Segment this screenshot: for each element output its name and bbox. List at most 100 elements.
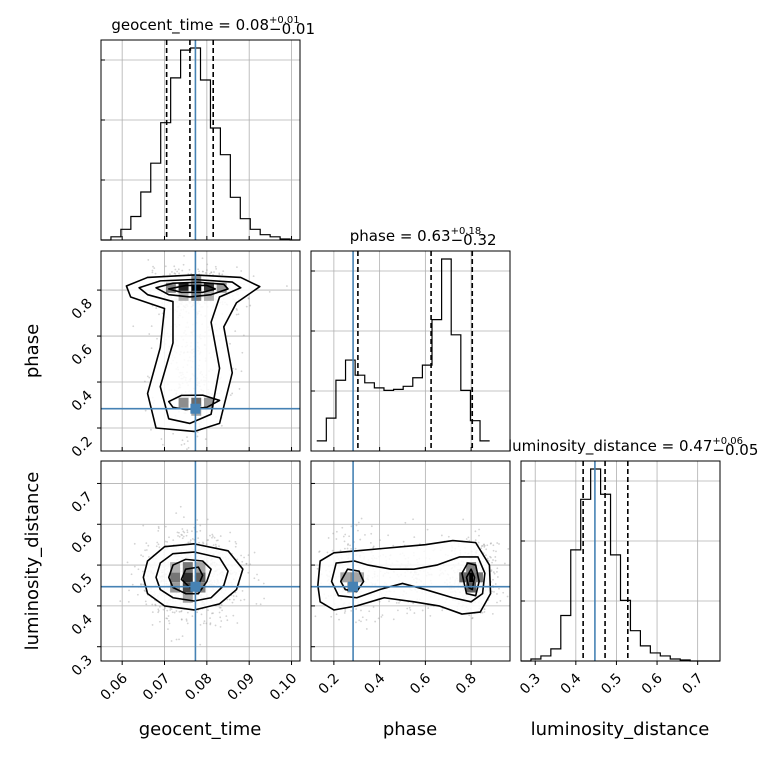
sample-point (203, 620, 206, 623)
sample-point (202, 542, 205, 545)
sample-point (499, 600, 502, 602)
sample-point (462, 518, 465, 521)
sample-point (347, 543, 349, 545)
sample-point (221, 469, 223, 471)
sample-point (506, 595, 509, 598)
panel-title-geocent_time: geocent_time = 0.08+0.01 (111, 15, 299, 35)
sample-point (189, 539, 192, 542)
sample-point (347, 544, 349, 546)
density-bin (182, 582, 193, 593)
sample-point (164, 525, 167, 528)
sample-point (349, 544, 351, 547)
sample-point (364, 534, 366, 536)
sample-point (151, 603, 154, 606)
sample-point (174, 272, 177, 275)
sample-point (491, 590, 493, 593)
sample-point (465, 538, 468, 540)
sample-point (204, 272, 207, 274)
sample-point (181, 269, 184, 272)
density-bin (182, 562, 193, 573)
sample-point (175, 610, 178, 612)
sample-point (357, 521, 360, 524)
sample-point (209, 534, 211, 537)
sample-point (335, 530, 338, 533)
sample-point (306, 557, 308, 559)
density-bin (182, 572, 193, 583)
sample-point (188, 268, 191, 271)
density-bin (216, 282, 227, 293)
sample-point (212, 544, 215, 547)
sample-point (148, 376, 151, 379)
x-tick-label: 0.4 (361, 670, 388, 697)
sample-point (150, 428, 152, 431)
sample-point (146, 375, 149, 378)
sample-point (354, 547, 357, 550)
sample-point (406, 612, 409, 615)
sample-point (490, 569, 493, 571)
density-bin (459, 572, 470, 583)
sample-point (154, 272, 157, 275)
sample-point (140, 554, 143, 557)
sample-point (172, 432, 175, 435)
sample-point (202, 622, 205, 625)
x-tick-label: 0.10 (267, 671, 300, 704)
sample-point (235, 595, 238, 598)
panel-title-phase: phase = 0.63+0.18 (350, 226, 481, 245)
sample-point (182, 535, 185, 538)
sample-point (162, 608, 165, 611)
sample-point (493, 590, 495, 593)
sample-point (341, 526, 344, 529)
x-tick-label: 0.8 (453, 671, 480, 698)
sample-point (218, 606, 221, 609)
sample-point (467, 536, 470, 539)
sample-point (153, 267, 156, 270)
sample-point (186, 436, 188, 438)
sample-point (185, 618, 188, 621)
sample-point (494, 559, 497, 562)
sample-point (170, 640, 173, 642)
sample-point (503, 562, 506, 565)
sample-point (203, 452, 205, 454)
sample-point (421, 609, 424, 612)
sample-point (215, 539, 218, 542)
sample-point (175, 638, 178, 641)
sample-point (498, 587, 500, 590)
sample-point (186, 529, 189, 532)
sample-point (235, 307, 238, 310)
contour-line (180, 566, 204, 589)
sample-point (182, 263, 185, 266)
sample-point (490, 556, 492, 559)
sample-point (180, 443, 183, 446)
sample-point (166, 617, 169, 620)
sample-point (144, 600, 147, 603)
sample-point (496, 570, 498, 573)
sample-point (196, 435, 199, 438)
sample-point (218, 545, 220, 548)
sample-point (201, 257, 204, 260)
sample-point (214, 624, 217, 627)
sample-point (483, 543, 485, 546)
sample-point (140, 583, 142, 585)
sample-point (490, 542, 492, 544)
sample-point (147, 259, 150, 261)
sample-point (483, 544, 486, 547)
sample-point (197, 537, 200, 540)
sample-point (478, 534, 480, 537)
sample-point (493, 572, 496, 575)
sample-point (241, 560, 244, 563)
sample-point (150, 347, 153, 350)
sample-point (176, 531, 179, 534)
sample-point (186, 622, 189, 625)
sample-point (492, 578, 494, 581)
sample-point (388, 600, 390, 603)
density-bin (195, 572, 206, 583)
sample-point (478, 528, 480, 531)
title-sup: +0.18 (451, 226, 482, 237)
sample-point (206, 518, 209, 521)
sample-point (229, 342, 231, 345)
sample-point (447, 535, 450, 538)
sample-point (158, 605, 161, 608)
sample-point (237, 313, 240, 316)
sample-point (234, 330, 237, 332)
sample-point (221, 609, 224, 612)
